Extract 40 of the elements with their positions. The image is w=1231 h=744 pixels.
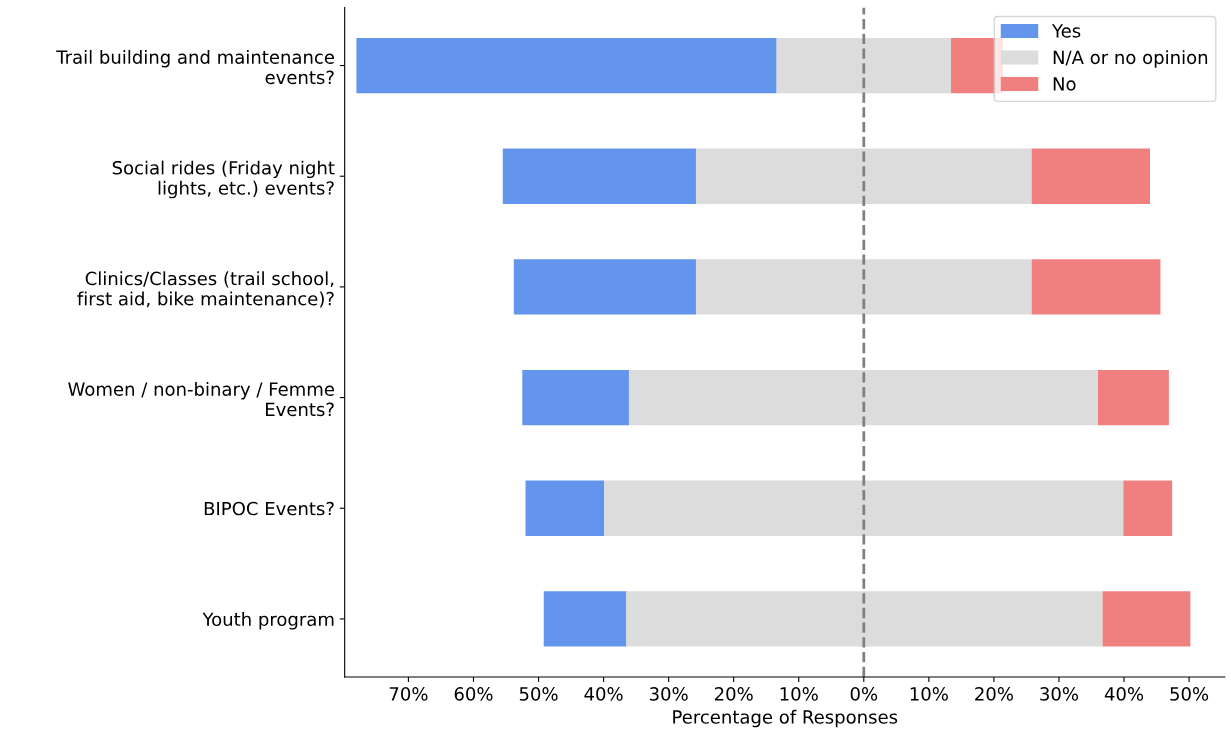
bar [502,148,696,204]
x-tick-label: 30% [1040,687,1079,701]
x-tick-label: 20% [975,687,1013,701]
x-axis-title: Percentage of Responses [673,709,898,728]
bar [1097,369,1169,426]
bar [604,480,1124,536]
bar [513,259,696,315]
bar [1031,259,1161,315]
y-tick-label: Clinics/Classes (trail school, first aid, bike maintenance)? [77,271,334,308]
x-tick-label: 10% [910,687,948,701]
legend-label: No [1053,77,1076,91]
x-tick-label: 10% [780,687,818,701]
x-tick-label: 50% [1170,687,1209,701]
bar [695,259,1032,315]
bar [776,37,951,94]
bar [356,37,777,94]
x-tick-label: 60% [454,687,493,701]
bar [695,148,1032,204]
bar [628,369,1098,426]
legend-label: Yes [1051,24,1081,38]
x-tick-label: 70% [389,687,428,701]
bar [522,369,629,426]
x-tick-label: 40% [584,687,623,701]
x-tick-label: 30% [649,687,688,701]
bar [1031,148,1151,204]
y-tick-label: Social rides (Friday night lights, etc.) events? [112,160,335,199]
legend-label: N/A or no opinion [1053,50,1208,68]
x-tick-label: 20% [714,687,753,701]
y-tick-label: BIPOC Events? [204,501,334,516]
bar [543,591,627,647]
y-tick-label: Trail building and maintenance events? [56,49,334,85]
x-tick-label: 0% [850,687,878,701]
bar [1102,591,1191,647]
bar [1123,480,1173,536]
y-tick-label: Women / non-binary / Femme Events? [68,381,334,417]
x-tick-label: 40% [1104,687,1144,701]
bar [525,480,605,536]
bar [626,591,1103,647]
x-tick-label: 50% [519,687,558,701]
y-tick-label: Youth program [202,612,334,630]
